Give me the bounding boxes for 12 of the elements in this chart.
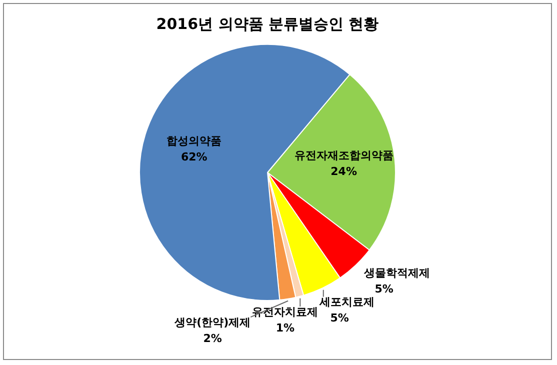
data-label: 2%	[203, 332, 222, 345]
slice-label: 생약(한약)제제	[174, 316, 251, 329]
slice-label: 세포치료제	[318, 296, 375, 309]
slice-label: 유전자재조합의약품	[294, 148, 394, 162]
slice-label: 생물학적제제	[363, 266, 430, 280]
data-label: 1%	[276, 321, 295, 334]
slice-label: 합성의약품	[166, 134, 222, 148]
data-label: 5%	[374, 282, 394, 296]
data-label: 62%	[180, 150, 208, 164]
data-label: 24%	[330, 164, 357, 178]
chart-title: 2016년 의약품 분류별승인 현황	[156, 14, 379, 33]
data-label: 5%	[330, 312, 349, 325]
